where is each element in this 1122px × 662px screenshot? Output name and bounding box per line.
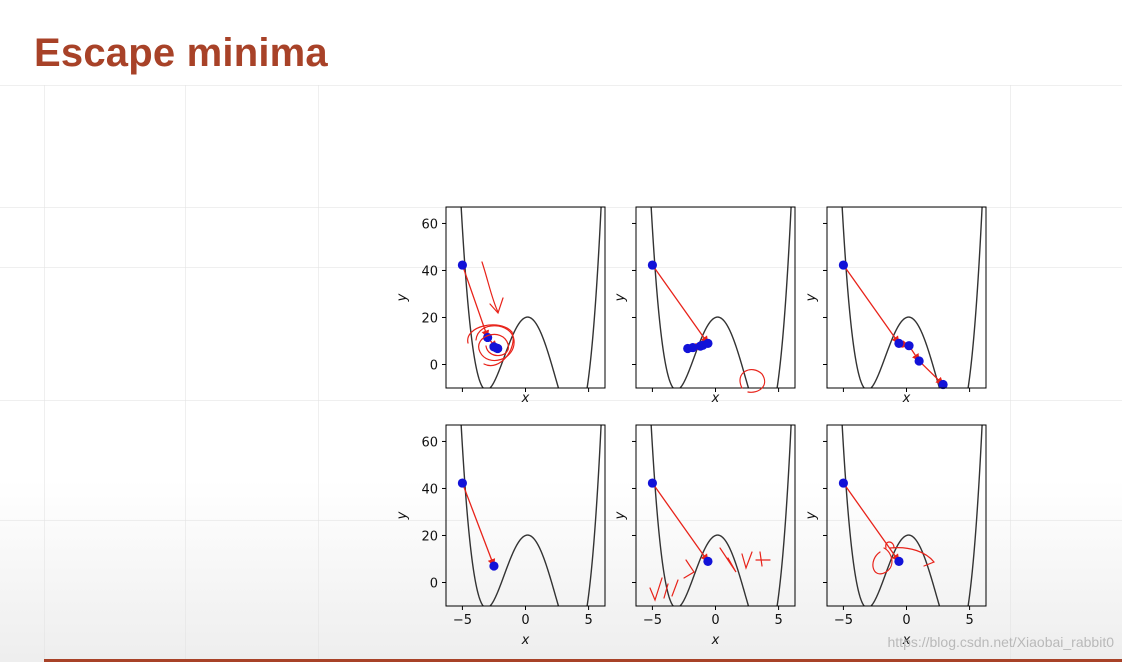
hand-drawn-scribble (475, 325, 515, 362)
x-tick-label: −5 (453, 613, 472, 628)
y-tick-label: 40 (421, 482, 438, 497)
y-tick-label: 60 (421, 217, 438, 232)
y-tick-label: 20 (421, 529, 438, 544)
x-axis-label: x (711, 633, 720, 648)
data-point (838, 478, 849, 488)
y-tick-label: 20 (421, 311, 438, 326)
bg-grid-line (1010, 85, 1011, 662)
x-tick-label: 5 (965, 613, 973, 628)
x-tick-label: 0 (521, 613, 529, 628)
subplot-frame (635, 424, 796, 607)
subplot-1-3: xy (804, 206, 987, 406)
y-axis-label: y (395, 293, 410, 302)
hand-drawn-scribble (889, 547, 935, 567)
subplot-2-2: −5 0 5 x y (613, 424, 796, 648)
x-tick-label: 5 (774, 613, 782, 628)
data-point (493, 343, 503, 354)
data-point (457, 260, 468, 270)
hand-drawn-scribble (671, 579, 679, 597)
y-tick-label: 60 (421, 435, 438, 450)
x-axis-label: x (521, 391, 530, 406)
x-axis-label: x (521, 633, 530, 648)
data-point (489, 561, 499, 571)
loss-curve (460, 207, 602, 388)
data-point (894, 556, 904, 566)
step-arrow (918, 360, 944, 386)
loss-curve (650, 207, 792, 388)
loss-curve (650, 425, 792, 606)
hand-annotations (467, 261, 935, 602)
x-axis-label: x (711, 391, 720, 406)
x-tick-label: 0 (902, 613, 910, 628)
x-tick-label: −5 (834, 613, 853, 628)
subplot-1-1: 0 20 40 60 x y (395, 206, 606, 406)
data-point (914, 356, 924, 366)
x-axis-label: x (902, 391, 911, 406)
bg-grid-line (0, 520, 1122, 521)
subplot-frame (826, 424, 987, 607)
hand-drawn-scribble (481, 261, 499, 313)
loss-curve (841, 425, 983, 606)
bg-grid-line (0, 400, 1122, 401)
x-tick-label: 0 (711, 613, 719, 628)
step-arrow (651, 264, 709, 344)
watermark: https://blog.csdn.net/Xiaobai_rabbit0 (887, 634, 1115, 650)
y-tick-label: 40 (421, 264, 438, 279)
hand-drawn-scribble (719, 547, 737, 573)
x-axis-label: x (902, 633, 911, 648)
hand-drawn-scribble (467, 324, 514, 367)
data-point (647, 478, 658, 488)
subplot-2-3: −5 0 5 x y (804, 424, 987, 648)
hand-drawn-scribble (885, 541, 895, 549)
hand-drawn-scribble (683, 559, 695, 579)
data-point (688, 342, 698, 353)
data-point (894, 338, 904, 348)
hand-drawn-scribble (649, 577, 669, 602)
bg-grid-line (44, 85, 45, 662)
bg-grid-line (0, 267, 1122, 268)
slide-title: Escape minima (34, 31, 328, 75)
data-point (457, 478, 468, 488)
data-point (703, 556, 713, 566)
y-axis-label: y (804, 293, 819, 302)
subplot-frame (445, 424, 606, 607)
hand-drawn-scribble (741, 551, 753, 570)
y-axis-label: y (613, 511, 628, 520)
subplot-frame (826, 206, 987, 389)
hand-drawn-scribble (739, 369, 766, 393)
subplot-1-2: xy (613, 206, 796, 406)
hand-drawn-scribble (755, 551, 771, 567)
data-point (698, 340, 708, 350)
y-tick-label: 0 (430, 576, 438, 591)
data-point (938, 379, 948, 390)
step-arrow (651, 482, 709, 562)
subplot-2-1: 0 20 40 60 −5 0 5 x y (395, 424, 606, 648)
step-arrow (842, 264, 900, 344)
bottom-accent-bar (44, 659, 1122, 662)
subplot-frame (445, 206, 606, 389)
bg-grid-line (318, 85, 319, 662)
x-tick-label: 5 (584, 613, 592, 628)
step-arrow (461, 264, 490, 339)
bg-grid-line (0, 85, 1122, 86)
data-point (838, 260, 849, 270)
step-arrow (461, 482, 496, 567)
y-axis-label: y (804, 511, 819, 520)
loss-curve (460, 425, 602, 606)
y-axis-label: y (613, 293, 628, 302)
data-point (647, 260, 658, 270)
y-tick-label: 0 (430, 358, 438, 373)
hand-drawn-scribble (489, 297, 504, 315)
loss-curve (841, 207, 983, 388)
subplot-frame (635, 206, 796, 389)
x-tick-label: −5 (643, 613, 662, 628)
bg-grid-line (185, 85, 186, 662)
data-point (904, 341, 914, 351)
y-axis-label: y (395, 511, 410, 520)
hand-drawn-scribble (872, 547, 893, 575)
